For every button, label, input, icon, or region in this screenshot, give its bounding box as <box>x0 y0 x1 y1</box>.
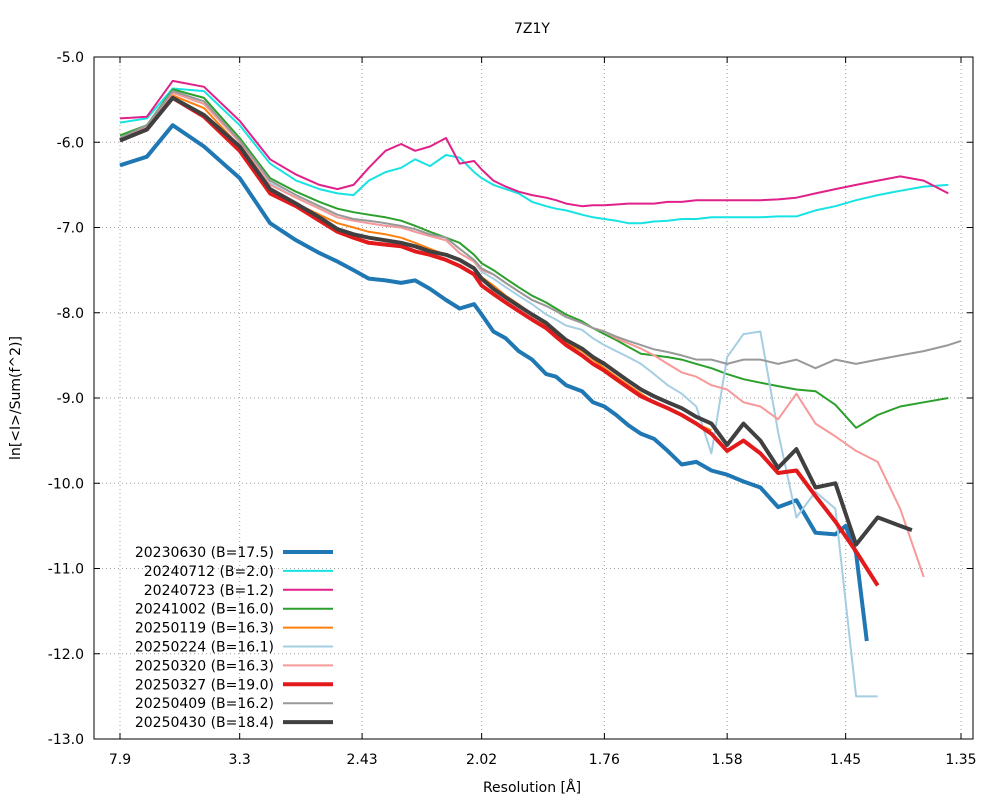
x-tick-label: 2.02 <box>466 752 497 768</box>
legend-entry-label: 20250320 (B=16.3) <box>135 658 274 674</box>
y-tick-label: -9.0 <box>57 391 84 407</box>
y-tick-label: -7.0 <box>57 221 84 237</box>
x-tick-label: 2.43 <box>346 752 377 768</box>
x-tick-label: 1.45 <box>830 752 861 768</box>
x-tick-label: 1.35 <box>945 752 976 768</box>
y-tick-label: -12.0 <box>48 647 84 663</box>
y-tick-label: -10.0 <box>48 476 84 492</box>
series-line-8 <box>119 90 962 370</box>
chart-title: 7Z1Y <box>514 21 550 37</box>
x-axis-ticks: 7.9 3.3 2.43 2.02 1.76 1.58 1.45 1.35 <box>109 57 977 768</box>
x-tick-label: 1.76 <box>589 752 620 768</box>
y-tick-label: -5.0 <box>57 50 84 66</box>
x-tick-label: 7.9 <box>109 752 131 768</box>
legend: 20230630 (B=17.5) 20240712 (B=2.0) 2024072… <box>135 545 333 731</box>
series-line-0 <box>119 123 869 642</box>
y-tick-label: -11.0 <box>48 562 84 578</box>
series-line-2 <box>119 79 949 208</box>
y-tick-label: -8.0 <box>57 306 84 322</box>
y-axis-label: ln[<I>/Sum(f^2)] <box>8 336 24 460</box>
legend-entry-label: 20240712 (B=2.0) <box>144 564 274 580</box>
series-line-7 <box>119 95 880 587</box>
legend-entry-label: 20240723 (B=1.2) <box>144 583 274 599</box>
x-tick-label: 1.58 <box>712 752 743 768</box>
x-tick-label: 3.3 <box>229 752 251 768</box>
y-tick-label: -13.0 <box>48 732 84 748</box>
y-axis-ticks: -5.0 -6.0 -7.0 -8.0 -9.0 -10.0 -11.0 -12.0 -13.0 <box>48 50 973 748</box>
series-line-3 <box>119 88 949 429</box>
series-line-9 <box>119 95 913 547</box>
legend-entry-label: 20241002 (B=16.0) <box>135 602 274 618</box>
legend-entry-label: 20250430 (B=18.4) <box>135 715 274 731</box>
legend-entry-label: 20250409 (B=16.2) <box>135 696 274 712</box>
series-layer <box>119 79 962 698</box>
legend-entry-label: 20230630 (B=17.5) <box>135 545 274 561</box>
legend-entry-label: 20250119 (B=16.3) <box>135 621 274 637</box>
legend-entry-label: 20250327 (B=19.0) <box>135 677 274 693</box>
legend-entry-label: 20250224 (B=16.1) <box>135 640 274 656</box>
x-axis-label: Resolution [Å] <box>483 779 581 796</box>
y-tick-label: -6.0 <box>57 135 84 151</box>
series-line-1 <box>119 87 949 225</box>
